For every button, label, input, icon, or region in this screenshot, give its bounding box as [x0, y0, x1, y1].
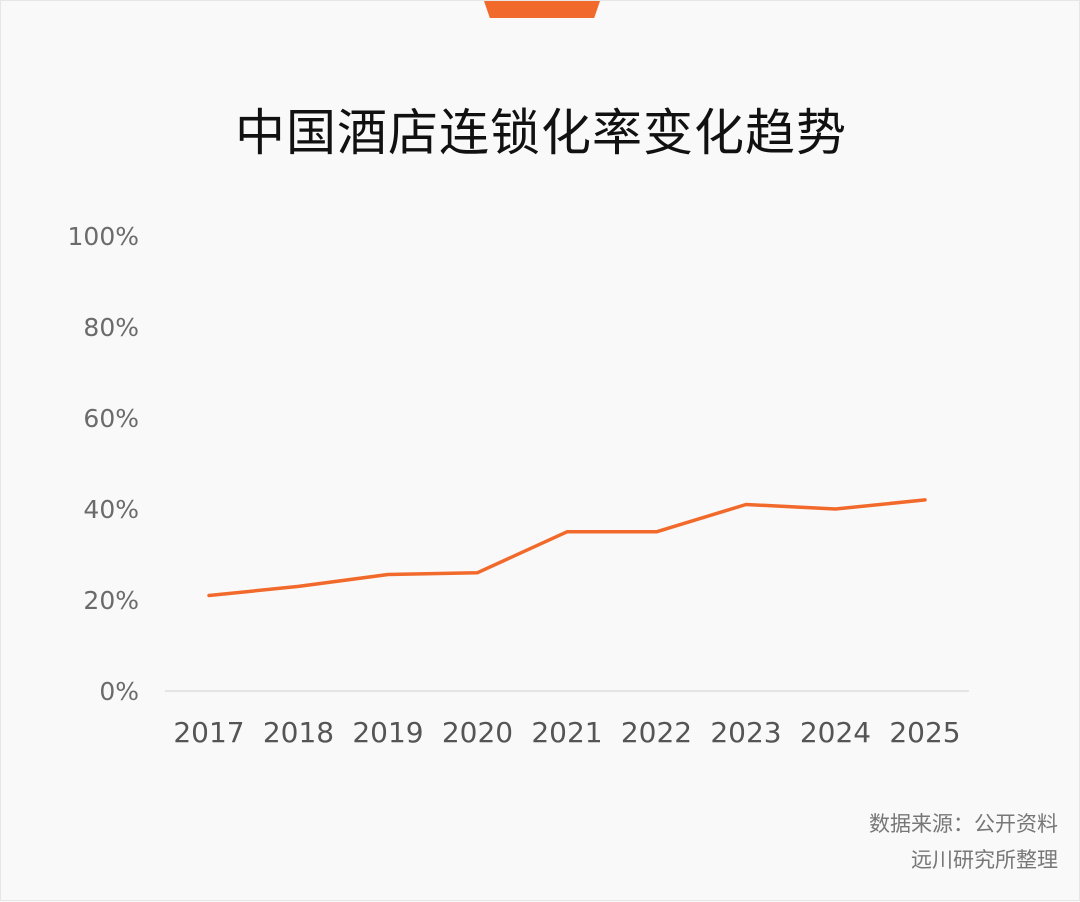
- y-tick-label: 100%: [68, 222, 139, 251]
- x-tick-label: 2019: [352, 716, 423, 749]
- x-tick-label: 2023: [710, 716, 781, 749]
- y-tick-label: 0%: [99, 677, 139, 706]
- y-tick-label: 20%: [83, 586, 139, 615]
- x-tick-label: 2021: [531, 716, 602, 749]
- x-tick-label: 2020: [442, 716, 513, 749]
- y-tick-label: 80%: [83, 313, 139, 342]
- x-tick-label: 2022: [621, 716, 692, 749]
- x-tick-label: 2017: [173, 716, 244, 749]
- source-credit: 远川研究所整理: [911, 844, 1058, 874]
- x-tick-label: 2025: [889, 716, 960, 749]
- y-tick-label: 60%: [83, 404, 139, 433]
- series-line: [209, 500, 925, 596]
- source-note: 数据来源：公开资料: [869, 808, 1058, 838]
- y-tick-label: 40%: [83, 495, 139, 524]
- x-tick-label: 2018: [263, 716, 334, 749]
- x-tick-label: 2024: [800, 716, 871, 749]
